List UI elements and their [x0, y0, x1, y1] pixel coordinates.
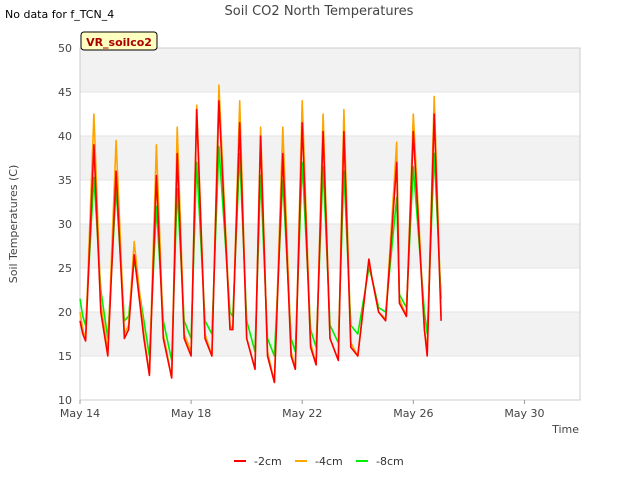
- y-tick-label: 20: [58, 306, 72, 319]
- grid-band: [80, 48, 580, 92]
- y-axis-label: Soil Temperatures (C): [7, 165, 20, 284]
- annotation-box: VR_soilco2: [80, 31, 158, 51]
- x-tick-label: May 18: [171, 407, 211, 420]
- y-tick-label: 45: [58, 86, 72, 99]
- x-tick-label: May 14: [60, 407, 100, 420]
- series-line-minus-2cm: [79, 100, 442, 384]
- y-tick-label: 25: [58, 262, 72, 275]
- y-axis-ticks: 10 15 20 25 30 35 40 45 50: [58, 42, 72, 407]
- legend-label: -8cm: [376, 455, 404, 468]
- y-tick-label: 40: [58, 130, 72, 143]
- plot-frame: [79, 47, 581, 401]
- y-tick-label: 10: [58, 394, 72, 407]
- y-tick-label: 50: [58, 42, 72, 55]
- legend-label: -4cm: [315, 455, 343, 468]
- legend-label: -2cm: [254, 455, 282, 468]
- x-tick-label: May 26: [393, 407, 433, 420]
- x-axis-ticks: May 14 May 18 May 22 May 26 May 30: [60, 400, 545, 420]
- grid-band: [80, 136, 580, 180]
- grid-band: [80, 224, 580, 268]
- series-lines: [79, 84, 442, 384]
- annotation-label: VR_soilco2: [86, 36, 152, 49]
- x-tick-label: May 22: [282, 407, 322, 420]
- legend: -2cm -4cm -8cm: [234, 455, 404, 468]
- y-tick-label: 15: [58, 350, 72, 363]
- x-axis-label: Time: [551, 423, 579, 436]
- y-tick-label: 30: [58, 218, 72, 231]
- y-tick-label: 35: [58, 174, 72, 187]
- chart-title: Soil CO2 North Temperatures: [225, 4, 414, 19]
- no-data-note: No data for f_TCN_4: [5, 8, 114, 21]
- x-tick-label: May 30: [504, 407, 544, 420]
